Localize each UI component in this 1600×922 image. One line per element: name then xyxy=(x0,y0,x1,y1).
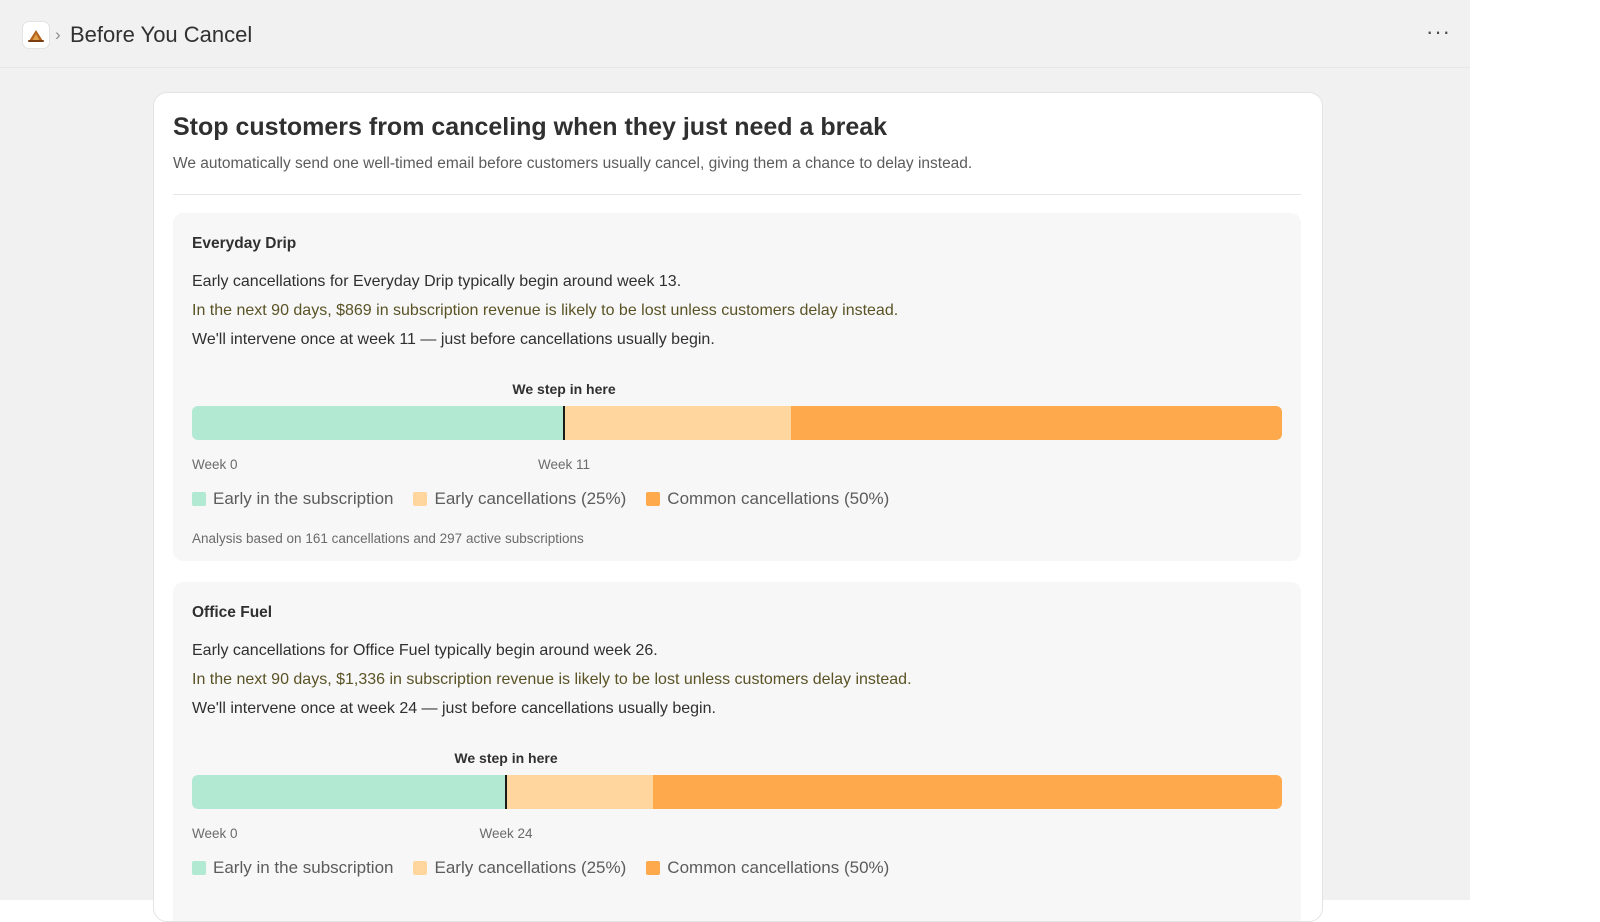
legend: Early in the subscription Early cancella… xyxy=(192,858,889,878)
week-intervene-label: Week 11 xyxy=(537,457,591,472)
segment-early-subscription xyxy=(192,775,506,809)
step-in-label: We step in here xyxy=(454,750,558,766)
page-title: Before You Cancel xyxy=(70,22,253,47)
week-intervene-label: Week 24 xyxy=(479,826,533,841)
legend-swatch xyxy=(413,492,428,506)
legend-swatch xyxy=(413,861,428,875)
legend-label: Early cancellations (25%) xyxy=(434,489,627,508)
main-card: Stop customers from canceling when they … xyxy=(153,92,1323,922)
plan-section-everyday-drip: Everyday Drip Early cancellations for Ev… xyxy=(173,213,1301,561)
plan-revenue-at-risk: In the next 90 days, $869 in subscriptio… xyxy=(192,302,899,319)
segment-early-cancellations xyxy=(563,406,792,440)
top-bar: › Before You Cancel ··· xyxy=(0,0,1470,68)
segment-early-subscription xyxy=(192,406,564,440)
card-title: Stop customers from canceling when they … xyxy=(173,113,888,141)
legend-item: Early cancellations (25%) xyxy=(413,489,626,509)
legend-item: Common cancellations (50%) xyxy=(646,858,889,878)
legend-swatch xyxy=(192,861,206,875)
legend-swatch xyxy=(192,492,206,506)
card-description: We automatically send one well-timed ema… xyxy=(173,155,973,172)
step-in-label: We step in here xyxy=(512,381,616,397)
app-logo-icon[interactable] xyxy=(23,22,49,48)
segment-common-cancellations xyxy=(653,775,1282,809)
plan-revenue-at-risk: In the next 90 days, $1,336 in subscript… xyxy=(192,671,912,688)
plan-cancellation-start: Early cancellations for Office Fuel typi… xyxy=(192,642,658,659)
plan-section-office-fuel: Office Fuel Early cancellations for Offi… xyxy=(173,582,1301,921)
segment-early-cancellations xyxy=(505,775,654,809)
timeline-bar xyxy=(192,406,1282,440)
week-start-label: Week 0 xyxy=(192,826,238,841)
breadcrumb-chevron-icon: › xyxy=(55,25,61,44)
legend-label: Early in the subscription xyxy=(213,858,394,877)
divider xyxy=(173,194,1301,195)
more-actions-button[interactable]: ··· xyxy=(1426,19,1451,44)
segment-common-cancellations xyxy=(791,406,1282,440)
legend-item: Common cancellations (50%) xyxy=(646,489,889,509)
legend-item: Early in the subscription xyxy=(192,858,393,878)
plan-name: Office Fuel xyxy=(192,604,273,621)
plan-name: Everyday Drip xyxy=(192,235,297,252)
legend-label: Common cancellations (50%) xyxy=(667,489,890,508)
app-window: › Before You Cancel ··· Stop customers f… xyxy=(0,0,1470,922)
legend-label: Common cancellations (50%) xyxy=(667,858,890,877)
plan-intervention: We'll intervene once at week 11 — just b… xyxy=(192,331,715,348)
intervention-marker xyxy=(562,406,565,440)
timeline-bar xyxy=(192,775,1282,809)
plan-cancellation-start: Early cancellations for Everyday Drip ty… xyxy=(192,273,682,290)
plan-intervention: We'll intervene once at week 24 — just b… xyxy=(192,700,716,717)
legend-swatch xyxy=(646,861,661,875)
legend-item: Early in the subscription xyxy=(192,489,393,509)
legend-swatch xyxy=(646,492,661,506)
analysis-note: Analysis based on 161 cancellations and … xyxy=(192,531,584,546)
week-start-label: Week 0 xyxy=(192,457,238,472)
intervention-marker xyxy=(504,775,507,809)
legend-item: Early cancellations (25%) xyxy=(413,858,626,878)
legend-label: Early cancellations (25%) xyxy=(434,858,627,877)
legend: Early in the subscription Early cancella… xyxy=(192,489,889,509)
legend-label: Early in the subscription xyxy=(213,489,394,508)
